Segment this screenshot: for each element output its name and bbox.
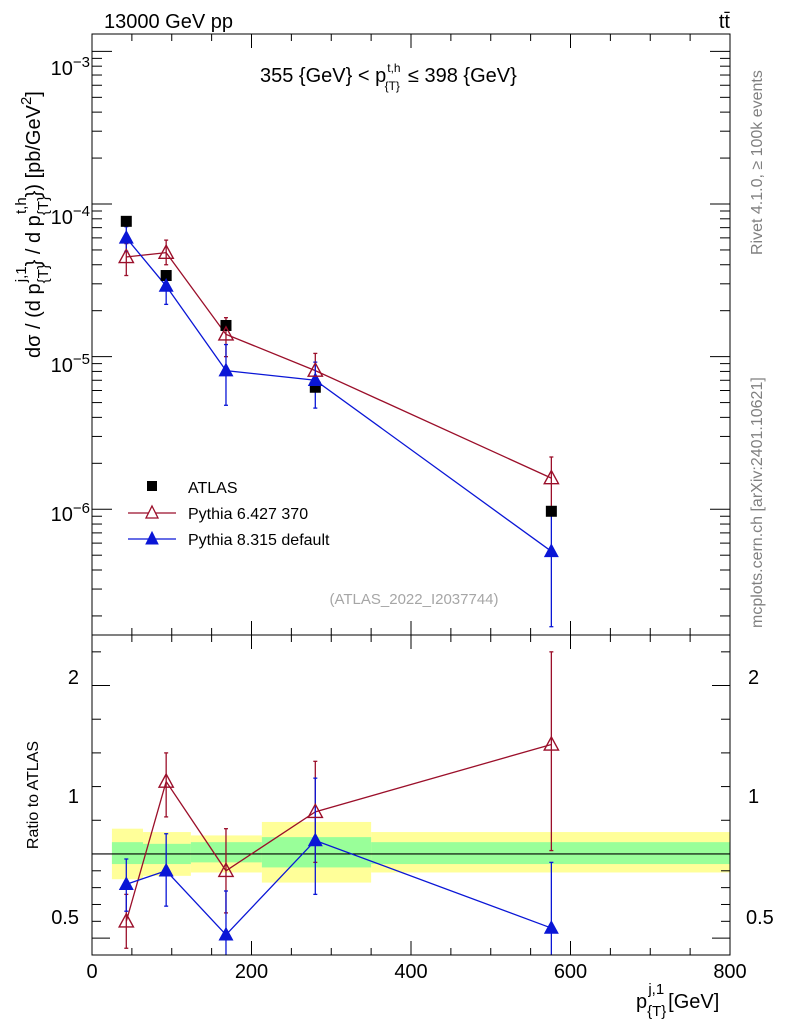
xtick-label: 800: [713, 961, 746, 983]
main-axis-ticks: [91, 34, 731, 635]
pythia6-point: [157, 243, 175, 259]
process-label: tt̄: [719, 11, 731, 33]
xtick-label: 200: [235, 961, 268, 983]
ratio-ytick-label-right: 2: [748, 667, 759, 689]
pythia6-point: [117, 247, 135, 264]
ratio-pythia6-point: [217, 861, 235, 878]
ratio-pythia6-point: [157, 772, 175, 788]
main-ytick-label: 10−6: [51, 500, 90, 526]
legend-label-atlas: ATLAS: [188, 480, 238, 497]
pythia6-point: [306, 361, 324, 377]
pythia8-point: [118, 229, 134, 244]
ratio-ytick-label-right: 0.5: [746, 907, 774, 929]
ratio-pythia8-point: [118, 876, 134, 891]
ratio-ytick-label-right: 1: [748, 786, 759, 808]
ratio-frame: [91, 634, 731, 956]
ratio-band-inner: [371, 842, 730, 865]
main-panel: 10−6 10−5 10−4 10−3 355 {GeV} < pt,h {T} ≤…: [13, 33, 731, 636]
ratio-pythia6-point: [543, 735, 560, 751]
ratio-pythia8-point: [543, 920, 559, 934]
ratio-series-layer: [117, 651, 560, 955]
main-ytick-label: 10−5: [51, 351, 90, 377]
ratio-ylabel: Ratio to ATLAS: [25, 741, 42, 849]
ratio-pythia8-point: [307, 832, 323, 847]
ratio-ytick-label: 1: [68, 786, 79, 808]
ratio-pythia8-point: [218, 926, 234, 941]
xtick-label: 400: [394, 961, 427, 983]
xlabel: p{T}j,1[GeV]: [636, 981, 719, 1020]
main-ylabel: dσ / (d p{T}j,1} / d p{T}t,h}) [pb/GeV2]: [13, 91, 52, 358]
main-ytick-label: 10−3: [51, 54, 90, 80]
ratio-band-inner: [111, 842, 144, 865]
main-series-line: [126, 251, 552, 479]
atlas-data-point: [545, 505, 557, 517]
legend-label-pythia6: Pythia 6.427 370: [188, 506, 308, 523]
ratio-pythia6-point: [306, 802, 324, 819]
ratio-uncertainty-bands: [92, 821, 730, 883]
xtick-label: 600: [554, 961, 587, 983]
legend-marker-pythia8: [145, 530, 159, 545]
ratio-panel: 2 1 0.5 2 1 0.5 0 200 400 600 800 Ratio …: [25, 634, 774, 1020]
pythia8-point: [218, 362, 234, 377]
pythia8-point: [307, 372, 323, 387]
legend: ATLAS Pythia 6.427 370 Pythia 8.315 defa…: [128, 480, 330, 549]
pythia6-point: [217, 325, 235, 341]
main-series-layer: [117, 215, 560, 628]
atlas-data-point: [309, 381, 321, 393]
atlas-data-point: [160, 270, 172, 282]
main-title: 355 {GeV} < pt,h {T} ≤ 398 {GeV}: [260, 61, 517, 93]
xtick-label: 0: [86, 961, 97, 983]
pythia6-point: [543, 469, 560, 485]
pythia8-point: [158, 278, 174, 292]
legend-label-pythia8: Pythia 8.315 default: [188, 532, 330, 549]
analysis-watermark: (ATLAS_2022_I2037744): [329, 591, 498, 608]
pythia8-point: [543, 543, 559, 558]
legend-marker-pythia6: [144, 504, 160, 519]
legend-marker-atlas: [147, 481, 157, 491]
ratio-axis-ticks: [91, 635, 731, 955]
main-ytick-label: 10−4: [51, 203, 90, 229]
energy-label: 13000 GeV pp: [104, 11, 233, 33]
rivet-version-label: Rivet 4.1.0, ≥ 100k events: [749, 70, 766, 255]
ratio-ytick-label: 2: [68, 667, 79, 689]
ratio-ytick-label: 0.5: [51, 907, 79, 929]
ratio-pythia6-point: [117, 912, 135, 928]
ratio-pythia8-point: [158, 862, 174, 877]
atlas-data-point: [120, 215, 132, 227]
mcplots-label: mcplots.cern.ch [arXiv:2401.10621]: [749, 377, 766, 628]
